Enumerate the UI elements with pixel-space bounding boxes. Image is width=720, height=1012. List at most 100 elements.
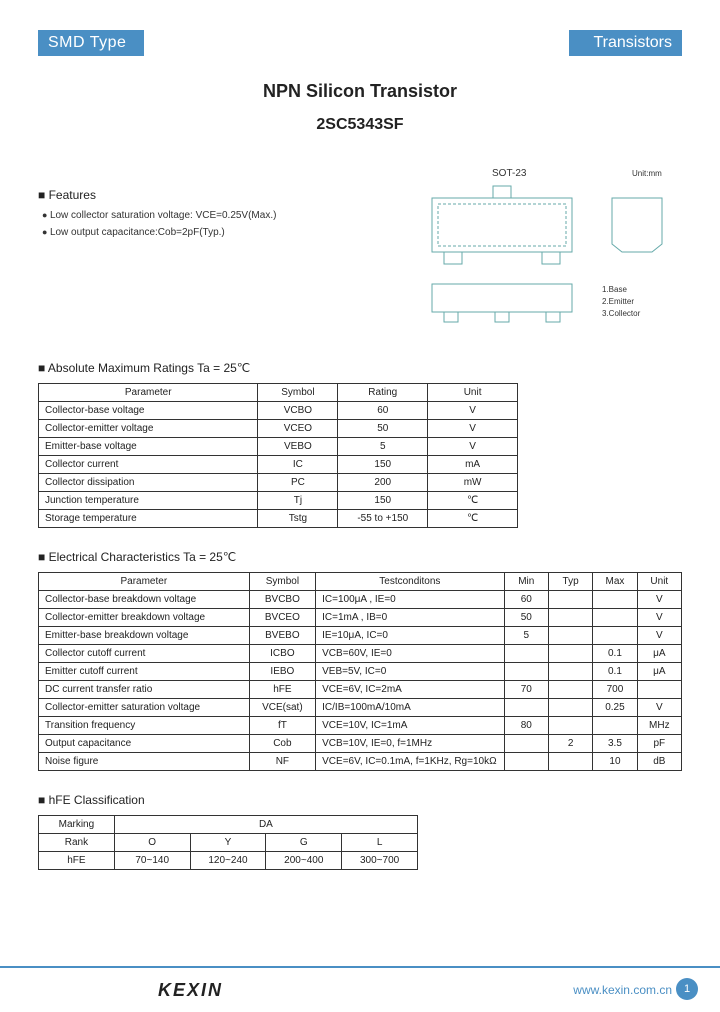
col-conditions: Testconditons (316, 573, 504, 591)
cell-rating: 5 (338, 438, 428, 456)
cell-max (593, 627, 637, 645)
cell-unit: V (428, 420, 518, 438)
cell-min (504, 753, 548, 771)
cell-typ (548, 681, 592, 699)
cell-symbol: BVCBO (249, 591, 316, 609)
table-row: DC current transfer ratio hFE VCE=6V, IC… (39, 681, 682, 699)
col-rating: Rating (338, 384, 428, 402)
cell-param: Collector dissipation (39, 474, 258, 492)
cell-unit: pF (637, 735, 681, 753)
cell-conditions: VCB=60V, IE=0 (316, 645, 504, 663)
table-row: Collector-emitter voltage VCEO 50 V (39, 420, 518, 438)
cell-max (593, 717, 637, 735)
cell-typ (548, 663, 592, 681)
feature-item: Low output capacitance:Cob=2pF(Typ.) (42, 227, 402, 238)
cell-symbol: Tstg (258, 510, 338, 528)
cell-typ (548, 717, 592, 735)
cell-unit: ℃ (428, 510, 518, 528)
cell-unit: V (637, 699, 681, 717)
table-row: Collector dissipation PC 200 mW (39, 474, 518, 492)
cell-max: 0.25 (593, 699, 637, 717)
cell-conditions: IC/IB=100mA/10mA (316, 699, 504, 717)
website-url: www.kexin.com.cn (573, 983, 672, 997)
cell-min: 60 (504, 591, 548, 609)
cell-unit: μA (637, 663, 681, 681)
cell-param: Collector-emitter saturation voltage (39, 699, 250, 717)
cell-param: Emitter-base voltage (39, 438, 258, 456)
svg-text:2.Emitter: 2.Emitter (602, 297, 634, 306)
cell-unit: MHz (637, 717, 681, 735)
cell-conditions: IE=10μA, IC=0 (316, 627, 504, 645)
header-left: SMD Type (38, 30, 144, 56)
cell-typ (548, 627, 592, 645)
table-row: Collector-base breakdown voltage BVCBO I… (39, 591, 682, 609)
svg-text:1.Base: 1.Base (602, 285, 627, 294)
hfe-section: hFE Classification Marking DA Rank O Y G… (38, 793, 682, 870)
cell-param: Emitter-base breakdown voltage (39, 627, 250, 645)
col-min: Min (504, 573, 548, 591)
cell-min (504, 735, 548, 753)
cell-min (504, 699, 548, 717)
cell-min: 50 (504, 609, 548, 627)
col-typ: Typ (548, 573, 592, 591)
cell-param: Collector-emitter voltage (39, 420, 258, 438)
cell-rating: 150 (338, 456, 428, 474)
header-bar: SMD Type Transistors (38, 30, 682, 56)
cell-typ (548, 609, 592, 627)
rank-cell: O (114, 834, 190, 852)
cell-conditions: VEB=5V, IC=0 (316, 663, 504, 681)
marking-label: Marking (39, 816, 115, 834)
page-number: 1 (676, 978, 698, 1000)
cell-param: Collector current (39, 456, 258, 474)
package-outline-icon: SOT-23 Unit:mm 1.Base 2.Emitter 3.Collec… (402, 164, 682, 334)
table-row: Marking DA (39, 816, 418, 834)
cell-max: 10 (593, 753, 637, 771)
cell-symbol: VCE(sat) (249, 699, 316, 717)
abs-heading: Absolute Maximum Ratings Ta = 25℃ (38, 361, 682, 375)
brand-logo: KEXIN (158, 980, 223, 1001)
cell-param: Collector-base voltage (39, 402, 258, 420)
cell-symbol: hFE (249, 681, 316, 699)
col-parameter: Parameter (39, 573, 250, 591)
cell-param: Transition frequency (39, 717, 250, 735)
table-row: Emitter-base voltage VEBO 5 V (39, 438, 518, 456)
header-right: Transistors (569, 30, 682, 56)
features-list: Low collector saturation voltage: VCE=0.… (38, 210, 402, 238)
elec-heading: Electrical Characteristics Ta = 25℃ (38, 550, 682, 564)
col-unit: Unit (637, 573, 681, 591)
cell-typ (548, 753, 592, 771)
title-block: NPN Silicon Transistor 2SC5343SF (38, 81, 682, 134)
page-number-badge: 1 (676, 978, 698, 1000)
table-row: hFE 70~140 120~240 200~400 300~700 (39, 852, 418, 870)
table-row: Rank O Y G L (39, 834, 418, 852)
cell-param: Collector-emitter breakdown voltage (39, 609, 250, 627)
cell-min: 5 (504, 627, 548, 645)
package-unit: Unit:mm (632, 169, 662, 178)
cell-symbol: IC (258, 456, 338, 474)
cell-rating: 150 (338, 492, 428, 510)
cell-conditions: VCE=6V, IC=2mA (316, 681, 504, 699)
cell-min (504, 645, 548, 663)
cell-symbol: VEBO (258, 438, 338, 456)
cell-typ (548, 591, 592, 609)
cell-typ: 2 (548, 735, 592, 753)
cell-conditions: IC=1mA , IB=0 (316, 609, 504, 627)
cell-min: 80 (504, 717, 548, 735)
table-row: Emitter-base breakdown voltage BVEBO IE=… (39, 627, 682, 645)
cell-conditions: IC=100μA , IE=0 (316, 591, 504, 609)
rank-cell: L (342, 834, 418, 852)
svg-text:3.Collector: 3.Collector (602, 309, 641, 318)
hfe-cell: 70~140 (114, 852, 190, 870)
cell-unit: mW (428, 474, 518, 492)
table-row: Transition frequency fT VCE=10V, IC=1mA … (39, 717, 682, 735)
cell-conditions: VCE=10V, IC=1mA (316, 717, 504, 735)
hfe-cell: 200~400 (266, 852, 342, 870)
electrical-section: Electrical Characteristics Ta = 25℃ Para… (38, 550, 682, 771)
cell-min: 70 (504, 681, 548, 699)
cell-symbol: VCEO (258, 420, 338, 438)
marking-value: DA (114, 816, 417, 834)
table-row: Collector-emitter breakdown voltage BVCE… (39, 609, 682, 627)
features-and-package-row: Features Low collector saturation voltag… (38, 164, 682, 339)
table-row: Collector cutoff current ICBO VCB=60V, I… (39, 645, 682, 663)
cell-unit: V (637, 609, 681, 627)
